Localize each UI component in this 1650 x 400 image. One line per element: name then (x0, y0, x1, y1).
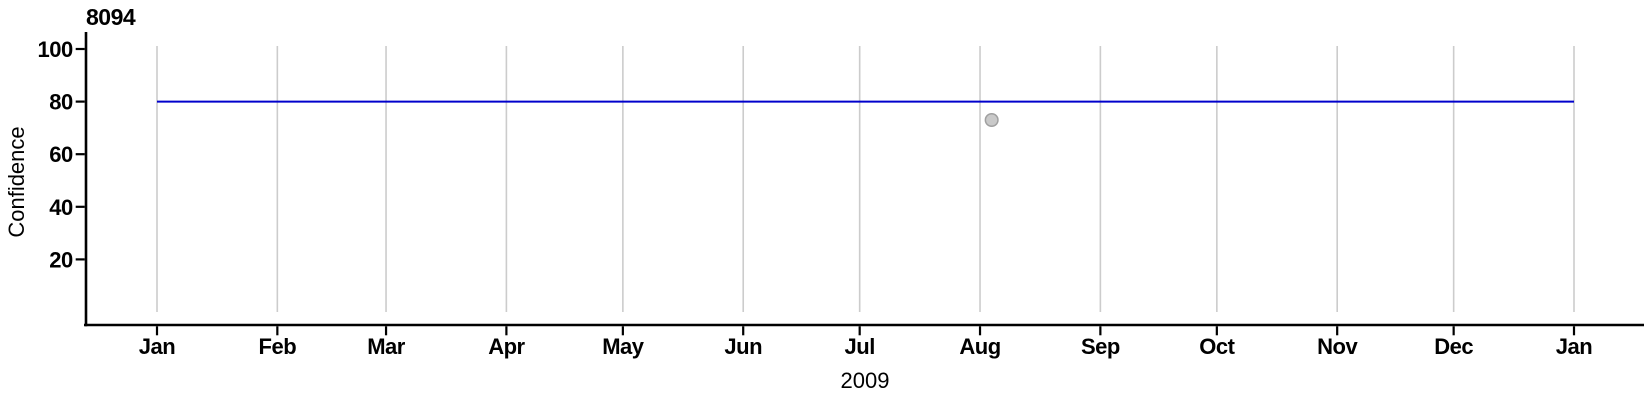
x-tick-label-aug: Aug (959, 334, 1000, 359)
x-tick-label-mar: Mar (367, 334, 406, 359)
y-axis-label: Confidence (4, 126, 29, 238)
y-tick-label-100: 100 (37, 37, 72, 62)
x-axis-label: 2009 (840, 368, 890, 393)
x-tick-label-feb: Feb (259, 334, 297, 359)
y-tick-label-80: 80 (49, 90, 73, 115)
x-tick-label-oct: Oct (1199, 334, 1235, 359)
x-tick-label-apr: Apr (488, 334, 525, 359)
x-tick-label-jan: Jan (139, 334, 175, 359)
chart-title: 8094 (86, 4, 136, 30)
y-tick-label-40: 40 (49, 195, 73, 220)
x-tick-label-jan: Jan (1556, 334, 1592, 359)
x-tick-label-may: May (602, 334, 645, 359)
x-tick-label-jun: Jun (724, 334, 762, 359)
y-tick-label-20: 20 (49, 247, 73, 272)
y-tick-label-60: 60 (49, 142, 73, 167)
x-tick-label-jul: Jul (845, 334, 875, 359)
observation-point (984, 112, 999, 128)
x-tick-label-nov: Nov (1317, 334, 1358, 359)
x-tick-label-dec: Dec (1434, 334, 1473, 359)
x-tick-label-sep: Sep (1081, 334, 1120, 359)
